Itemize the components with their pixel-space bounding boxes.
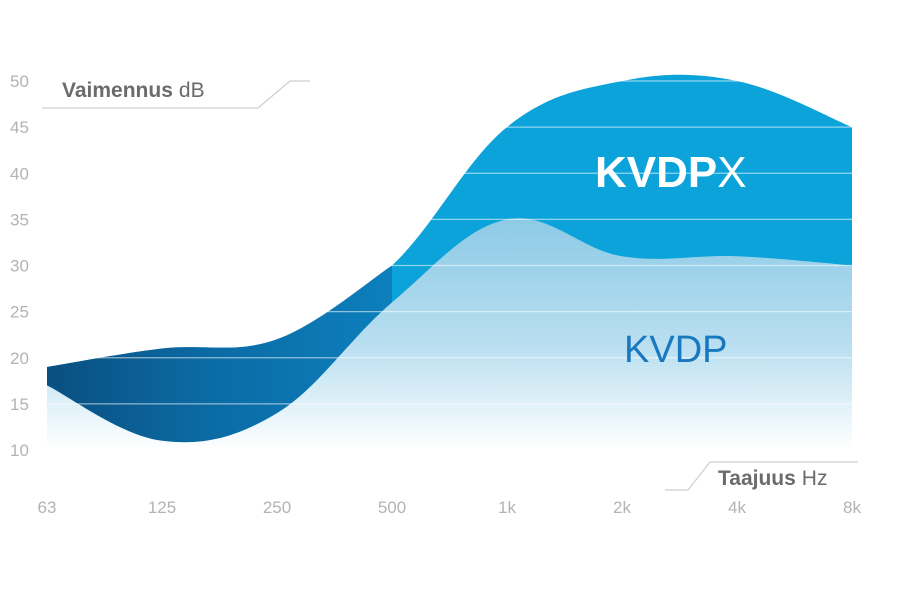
y-title-underline (42, 80, 310, 109)
x-tick-label: 8k (843, 498, 861, 517)
series-label-kvdpx-suffix: X (717, 148, 746, 197)
y-tick-label: 15 (10, 395, 29, 414)
x-axis-title-main: Taajuus (718, 467, 796, 490)
y-axis-title-main: Vaimennus (62, 79, 173, 102)
x-axis-title-unit: Hz (802, 467, 828, 490)
x-tick-label: 500 (378, 498, 406, 517)
x-tick-label: 250 (263, 498, 291, 517)
x-tick-label: 2k (613, 498, 631, 517)
x-tick-label: 125 (148, 498, 176, 517)
series-label-kvdp: KVDP (624, 329, 727, 371)
y-tick-label: 40 (10, 164, 29, 183)
y-tick-label: 25 (10, 303, 29, 322)
series-label-kvdpx-main: KVDP (595, 148, 717, 197)
y-tick-label: 20 (10, 349, 29, 368)
kvdp-area (47, 218, 852, 450)
kvdpx-lowfreq-region (47, 265, 392, 443)
y-axis-title-unit: dB (179, 79, 205, 102)
y-tick-label: 50 (10, 72, 29, 91)
y-axis-title: Vaimennus dB (62, 79, 205, 102)
x-tick-label: 4k (728, 498, 746, 517)
y-tick-label: 10 (10, 441, 29, 460)
series-label-kvdpx: KVDPX (595, 148, 747, 197)
x-axis-title: Taajuus Hz (718, 467, 827, 490)
x-title-underline (665, 461, 858, 491)
x-tick-label: 63 (38, 498, 57, 517)
y-tick-label: 45 (10, 118, 29, 137)
y-tick-label: 35 (10, 210, 29, 229)
x-tick-label: 1k (498, 498, 516, 517)
y-tick-label: 30 (10, 257, 29, 276)
